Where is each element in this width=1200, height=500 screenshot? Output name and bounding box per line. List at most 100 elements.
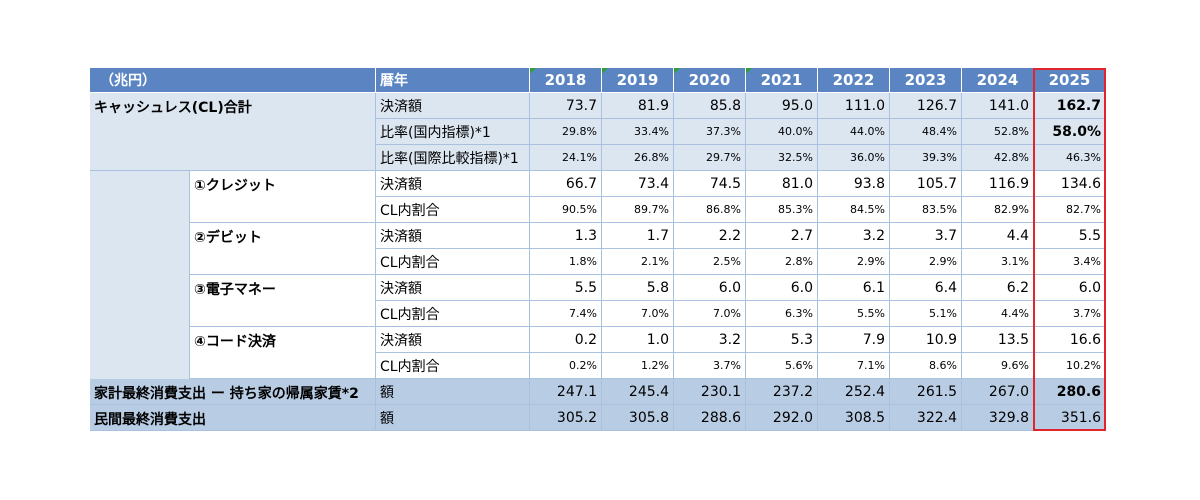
corner-mark bbox=[674, 68, 680, 74]
value-cell: 1.2% bbox=[602, 353, 674, 379]
value-cell: 81.9 bbox=[602, 93, 674, 119]
value-cell: 2.5% bbox=[674, 249, 746, 275]
value-cell: 44.0% bbox=[818, 119, 890, 145]
header-unit: （兆円） bbox=[90, 68, 376, 93]
value-cell: 230.1 bbox=[674, 379, 746, 405]
header-year: 2023 bbox=[890, 68, 962, 93]
value-cell: 6.0 bbox=[1034, 275, 1106, 301]
value-cell: 141.0 bbox=[962, 93, 1034, 119]
value-cell: 6.3% bbox=[746, 301, 818, 327]
value-cell: 0.2% bbox=[530, 353, 602, 379]
value-cell: 95.0 bbox=[746, 93, 818, 119]
value-cell: 39.3% bbox=[890, 145, 962, 171]
value-cell: 6.0 bbox=[746, 275, 818, 301]
corner-mark bbox=[530, 68, 536, 74]
value-cell: 6.0 bbox=[674, 275, 746, 301]
value-cell: 1.3 bbox=[530, 223, 602, 249]
value-cell: 2.9% bbox=[890, 249, 962, 275]
value-cell: 6.2 bbox=[962, 275, 1034, 301]
value-cell: 10.2% bbox=[1034, 353, 1106, 379]
value-cell: 5.5 bbox=[1034, 223, 1106, 249]
group-label: ③電子マネー bbox=[190, 275, 376, 327]
value-cell: 280.6 bbox=[1034, 379, 1106, 405]
value-cell: 6.1 bbox=[818, 275, 890, 301]
value-cell: 245.4 bbox=[602, 379, 674, 405]
value-cell: 322.4 bbox=[890, 405, 962, 431]
value-cell: 84.5% bbox=[818, 197, 890, 223]
value-cell: 292.0 bbox=[746, 405, 818, 431]
value-cell: 37.3% bbox=[674, 119, 746, 145]
value-cell: 3.7 bbox=[890, 223, 962, 249]
value-cell: 329.8 bbox=[962, 405, 1034, 431]
metric-label: 額 bbox=[376, 405, 530, 431]
value-cell: 33.4% bbox=[602, 119, 674, 145]
group-label: 家計最終消費支出 ー 持ち家の帰属家賃*2 bbox=[90, 379, 376, 405]
metric-label: CL内割合 bbox=[376, 249, 530, 275]
value-cell: 105.7 bbox=[890, 171, 962, 197]
value-cell: 7.0% bbox=[602, 301, 674, 327]
header-year: 2018 bbox=[530, 68, 602, 93]
value-cell: 3.7% bbox=[674, 353, 746, 379]
value-cell: 2.1% bbox=[602, 249, 674, 275]
value-cell: 3.2 bbox=[674, 327, 746, 353]
value-cell: 252.4 bbox=[818, 379, 890, 405]
value-cell: 7.1% bbox=[818, 353, 890, 379]
value-cell: 36.0% bbox=[818, 145, 890, 171]
value-cell: 48.4% bbox=[890, 119, 962, 145]
metric-label: CL内割合 bbox=[376, 353, 530, 379]
header-year: 2022 bbox=[818, 68, 890, 93]
value-cell: 126.7 bbox=[890, 93, 962, 119]
corner-mark bbox=[602, 68, 608, 74]
header-year: 2020 bbox=[674, 68, 746, 93]
value-cell: 86.8% bbox=[674, 197, 746, 223]
value-cell: 267.0 bbox=[962, 379, 1034, 405]
value-cell: 2.8% bbox=[746, 249, 818, 275]
value-cell: 1.8% bbox=[530, 249, 602, 275]
value-cell: 42.8% bbox=[962, 145, 1034, 171]
metric-label: 決済額 bbox=[376, 93, 530, 119]
value-cell: 66.7 bbox=[530, 171, 602, 197]
value-cell: 1.7 bbox=[602, 223, 674, 249]
corner-mark bbox=[746, 68, 752, 74]
metric-label: CL内割合 bbox=[376, 301, 530, 327]
value-cell: 134.6 bbox=[1034, 171, 1106, 197]
value-cell: 40.0% bbox=[746, 119, 818, 145]
value-cell: 305.8 bbox=[602, 405, 674, 431]
value-cell: 90.5% bbox=[530, 197, 602, 223]
value-cell: 10.9 bbox=[890, 327, 962, 353]
value-cell: 16.6 bbox=[1034, 327, 1106, 353]
value-cell: 308.5 bbox=[818, 405, 890, 431]
value-cell: 5.5 bbox=[530, 275, 602, 301]
value-cell: 93.8 bbox=[818, 171, 890, 197]
value-cell: 9.6% bbox=[962, 353, 1034, 379]
metric-label: CL内割合 bbox=[376, 197, 530, 223]
metric-label: 決済額 bbox=[376, 223, 530, 249]
value-cell: 3.1% bbox=[962, 249, 1034, 275]
header-year: 2019 bbox=[602, 68, 674, 93]
value-cell: 4.4% bbox=[962, 301, 1034, 327]
value-cell: 5.3 bbox=[746, 327, 818, 353]
value-cell: 89.7% bbox=[602, 197, 674, 223]
value-cell: 261.5 bbox=[890, 379, 962, 405]
value-cell: 73.7 bbox=[530, 93, 602, 119]
value-cell: 46.3% bbox=[1034, 145, 1106, 171]
value-cell: 0.2 bbox=[530, 327, 602, 353]
value-cell: 7.9 bbox=[818, 327, 890, 353]
value-cell: 7.4% bbox=[530, 301, 602, 327]
header-year: 2021 bbox=[746, 68, 818, 93]
value-cell: 29.7% bbox=[674, 145, 746, 171]
metric-label: 決済額 bbox=[376, 171, 530, 197]
value-cell: 85.8 bbox=[674, 93, 746, 119]
value-cell: 2.9% bbox=[818, 249, 890, 275]
value-cell: 29.8% bbox=[530, 119, 602, 145]
value-cell: 3.4% bbox=[1034, 249, 1106, 275]
value-cell: 3.7% bbox=[1034, 301, 1106, 327]
value-cell: 5.6% bbox=[746, 353, 818, 379]
value-cell: 111.0 bbox=[818, 93, 890, 119]
value-cell: 85.3% bbox=[746, 197, 818, 223]
value-cell: 81.0 bbox=[746, 171, 818, 197]
group-label: ④コード決済 bbox=[190, 327, 376, 379]
metric-label: 決済額 bbox=[376, 275, 530, 301]
value-cell: 288.6 bbox=[674, 405, 746, 431]
